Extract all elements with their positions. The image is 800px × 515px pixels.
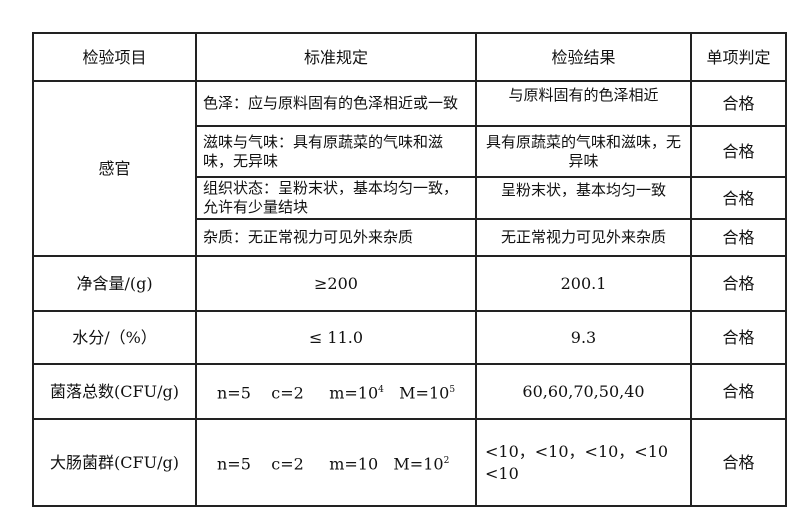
M-value: M=10 xyxy=(393,454,444,474)
standard-cell: 滋味与气味：具有原蔬菜的气味和滋味，无异味 xyxy=(195,125,477,178)
table-row: 感官 色泽：应与原料固有的色泽相近或一致 与原料固有的色泽相近 合格 xyxy=(32,80,787,257)
c-value: c=2 xyxy=(271,383,304,403)
standard-cell: n=5 c=2 m=104 M=105 xyxy=(195,363,477,420)
table-row: 杂质：无正常视力可见外来杂质 无正常视力可见外来杂质 合格 xyxy=(33,218,787,257)
m-value: m=10 xyxy=(329,454,379,474)
M-exponent: 2 xyxy=(443,455,450,466)
table-row: 净含量/(g) ≥200 200.1 合格 xyxy=(32,255,787,312)
header-row: 检验项目 标准规定 检验结果 单项判定 xyxy=(32,32,787,82)
table-row: 大肠菌群(CFU/g) n=5 c=2 m=10 M=102 <10，<10，<… xyxy=(32,418,787,507)
m-value: m=10 xyxy=(329,383,379,403)
header-result: 检验结果 xyxy=(475,32,692,82)
sensory-item: 感官 xyxy=(32,80,197,257)
table-row: 菌落总数(CFU/g) n=5 c=2 m=104 M=105 60,60,70… xyxy=(32,363,787,420)
result-cell: <10，<10，<10，<10 <10 xyxy=(475,418,692,507)
result-cell: 与原料固有的色泽相近 xyxy=(475,80,692,127)
item-cell: 净含量/(g) xyxy=(32,255,197,312)
n-value: n=5 xyxy=(217,383,251,403)
header-standard: 标准规定 xyxy=(195,32,477,82)
verdict-cell: 合格 xyxy=(690,176,787,220)
verdict-cell: 合格 xyxy=(690,255,787,312)
verdict-cell: 合格 xyxy=(690,310,787,365)
table-row: 滋味与气味：具有原蔬菜的气味和滋味，无异味 具有原蔬菜的气味和滋味，无异味 合格 xyxy=(33,125,787,178)
standard-cell: 组织状态：呈粉末状，基本均匀一致，允许有少量结块 xyxy=(195,176,477,220)
result-cell: 9.3 xyxy=(475,310,692,365)
item-cell: 菌落总数(CFU/g) xyxy=(32,363,197,420)
n-value: n=5 xyxy=(217,454,251,474)
inspection-table: 检验项目 标准规定 检验结果 单项判定 感官 色泽：应与原料固有的色泽相近或一致… xyxy=(32,32,787,507)
table-row: 组织状态：呈粉末状，基本均匀一致，允许有少量结块 呈粉末状，基本均匀一致 合格 xyxy=(33,176,787,220)
result-cell: 无正常视力可见外来杂质 xyxy=(475,218,692,257)
standard-cell: 色泽：应与原料固有的色泽相近或一致 xyxy=(195,80,477,127)
result-cell: 呈粉末状，基本均匀一致 xyxy=(475,176,692,220)
verdict-cell: 合格 xyxy=(690,80,787,127)
result-cell: 具有原蔬菜的气味和滋味，无异味 xyxy=(475,125,692,178)
item-cell: 水分/（%） xyxy=(32,310,197,365)
m-exponent: 4 xyxy=(378,384,384,395)
standard-cell: 杂质：无正常视力可见外来杂质 xyxy=(195,218,477,257)
item-cell: 大肠菌群(CFU/g) xyxy=(32,418,197,507)
verdict-cell: 合格 xyxy=(690,418,787,507)
result-cell: 60,60,70,50,40 xyxy=(475,363,692,420)
verdict-cell: 合格 xyxy=(690,363,787,420)
verdict-cell: 合格 xyxy=(690,125,787,178)
standard-cell: ≤ 11.0 xyxy=(195,310,477,365)
table-row: 水分/（%） ≤ 11.0 9.3 合格 xyxy=(32,310,787,365)
header-item: 检验项目 xyxy=(32,32,197,82)
header-verdict: 单项判定 xyxy=(690,32,787,82)
c-value: c=2 xyxy=(271,454,304,474)
result-cell: 200.1 xyxy=(475,255,692,312)
verdict-cell: 合格 xyxy=(690,218,787,257)
M-exponent: 5 xyxy=(449,384,456,395)
standard-cell: ≥200 xyxy=(195,255,477,312)
standard-cell: n=5 c=2 m=10 M=102 xyxy=(195,418,477,507)
M-value: M=10 xyxy=(399,383,450,403)
